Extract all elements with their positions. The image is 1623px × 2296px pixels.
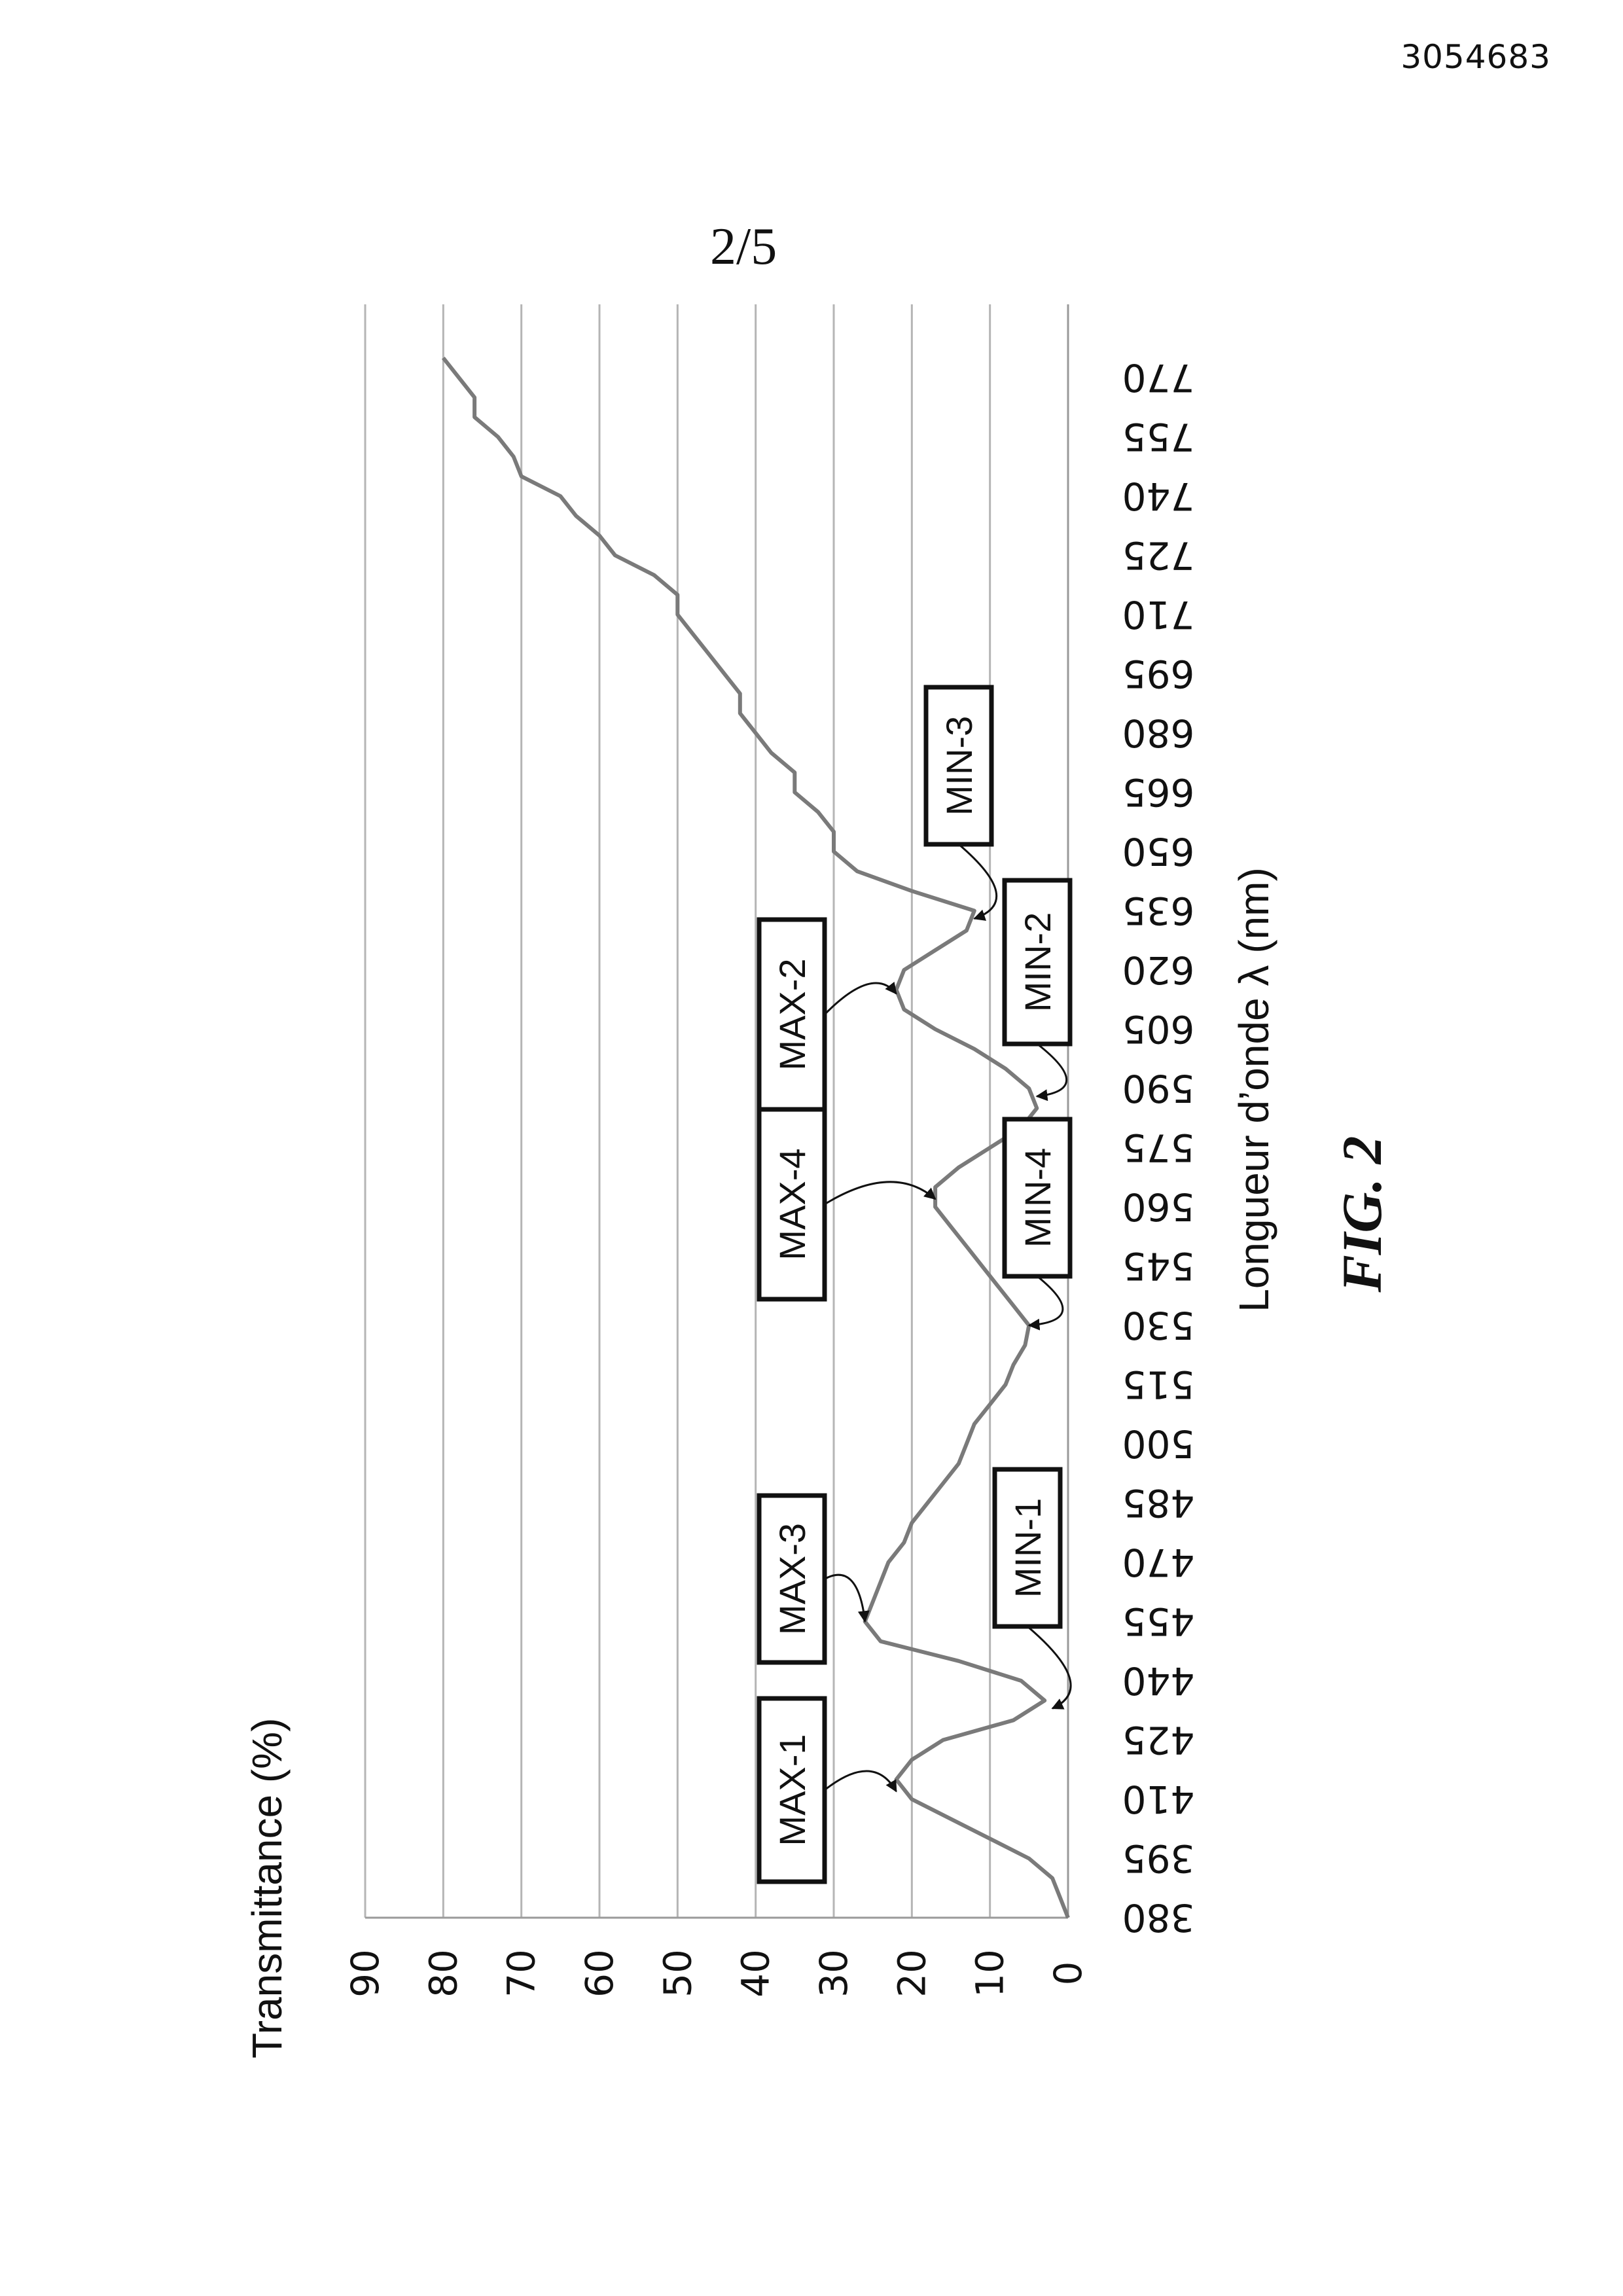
callout-label: MAX-3 (772, 1523, 813, 1635)
grid-layer (365, 304, 1068, 1918)
x-tick-label: 665 (1122, 770, 1195, 815)
y-tick-label: 50 (655, 1949, 700, 1998)
x-tick-label: 605 (1122, 1007, 1195, 1052)
y-tick-label: 40 (734, 1949, 778, 1998)
callout-label: MAX-4 (772, 1148, 813, 1260)
x-tick-label: 545 (1122, 1244, 1195, 1289)
x-tick-label: 620 (1122, 948, 1195, 992)
y-tick-label: 90 (343, 1949, 387, 1998)
x-axis-title: Longueur d’onde λ (nm) (1230, 867, 1277, 1312)
y-tick-label: 30 (812, 1949, 856, 1998)
figure-label: FIG. 2 (1330, 1136, 1393, 1293)
y-tick-label: 10 (968, 1949, 1012, 1998)
callout-label: MIN-4 (1017, 1148, 1058, 1247)
callout-arrow (825, 1182, 935, 1204)
callout-arrow (825, 1575, 865, 1621)
y-tick-label: 20 (889, 1949, 934, 1998)
x-tick-label: 575 (1122, 1126, 1195, 1170)
callout-label: MIN-1 (1007, 1498, 1048, 1598)
x-tick-label: 770 (1122, 355, 1195, 400)
callout-arrow (1027, 1626, 1071, 1708)
x-tick-label: 560 (1122, 1185, 1195, 1229)
y-tick-label: 0 (1046, 1962, 1090, 1986)
x-tick-label: 635 (1122, 889, 1195, 933)
y-tick-label: 60 (577, 1949, 622, 1998)
x-tick-label: 410 (1122, 1777, 1195, 1821)
x-tick-label: 695 (1122, 652, 1195, 696)
callout-label: MIN-2 (1017, 912, 1058, 1012)
callout-label: MAX-1 (772, 1734, 813, 1846)
x-tick-label: 485 (1122, 1481, 1195, 1526)
callout-arrow (825, 1771, 896, 1791)
callout-label: MIN-3 (938, 716, 980, 816)
callout-arrow (1029, 1276, 1063, 1325)
callout-arrow (825, 983, 896, 1014)
callout-layer: MAX-1 MAX-3 MIN-1 MIN-4 MAX-4 MIN-2 MAX-2 MIN-3 (759, 687, 1071, 1882)
y-axis-title: Transmittance (%) (243, 1718, 291, 2058)
y-tick-label: 70 (499, 1949, 544, 1998)
callout-arrow (1037, 1044, 1066, 1096)
y-tick-label: 80 (421, 1949, 465, 1998)
x-tick-label: 590 (1122, 1066, 1195, 1111)
x-tick-label: 710 (1122, 592, 1195, 637)
x-tick-label: 740 (1122, 474, 1195, 518)
x-tick-label: 515 (1122, 1363, 1195, 1407)
x-tick-label: 455 (1122, 1600, 1195, 1644)
x-tick-label: 380 (1122, 1895, 1195, 1940)
x-tick-label: 395 (1122, 1837, 1195, 1881)
x-tick-label: 530 (1122, 1303, 1195, 1348)
x-tick-label: 470 (1122, 1540, 1195, 1585)
x-tick-label: 725 (1122, 533, 1195, 578)
x-tick-label: 425 (1122, 1718, 1195, 1763)
x-tick-label: 440 (1122, 1659, 1195, 1703)
x-tick-label: 650 (1122, 829, 1195, 874)
x-tick-label: 500 (1122, 1422, 1195, 1466)
callout-label: MAX-2 (772, 958, 813, 1070)
x-tick-label: 755 (1122, 415, 1195, 459)
x-tick-label: 680 (1122, 711, 1195, 755)
